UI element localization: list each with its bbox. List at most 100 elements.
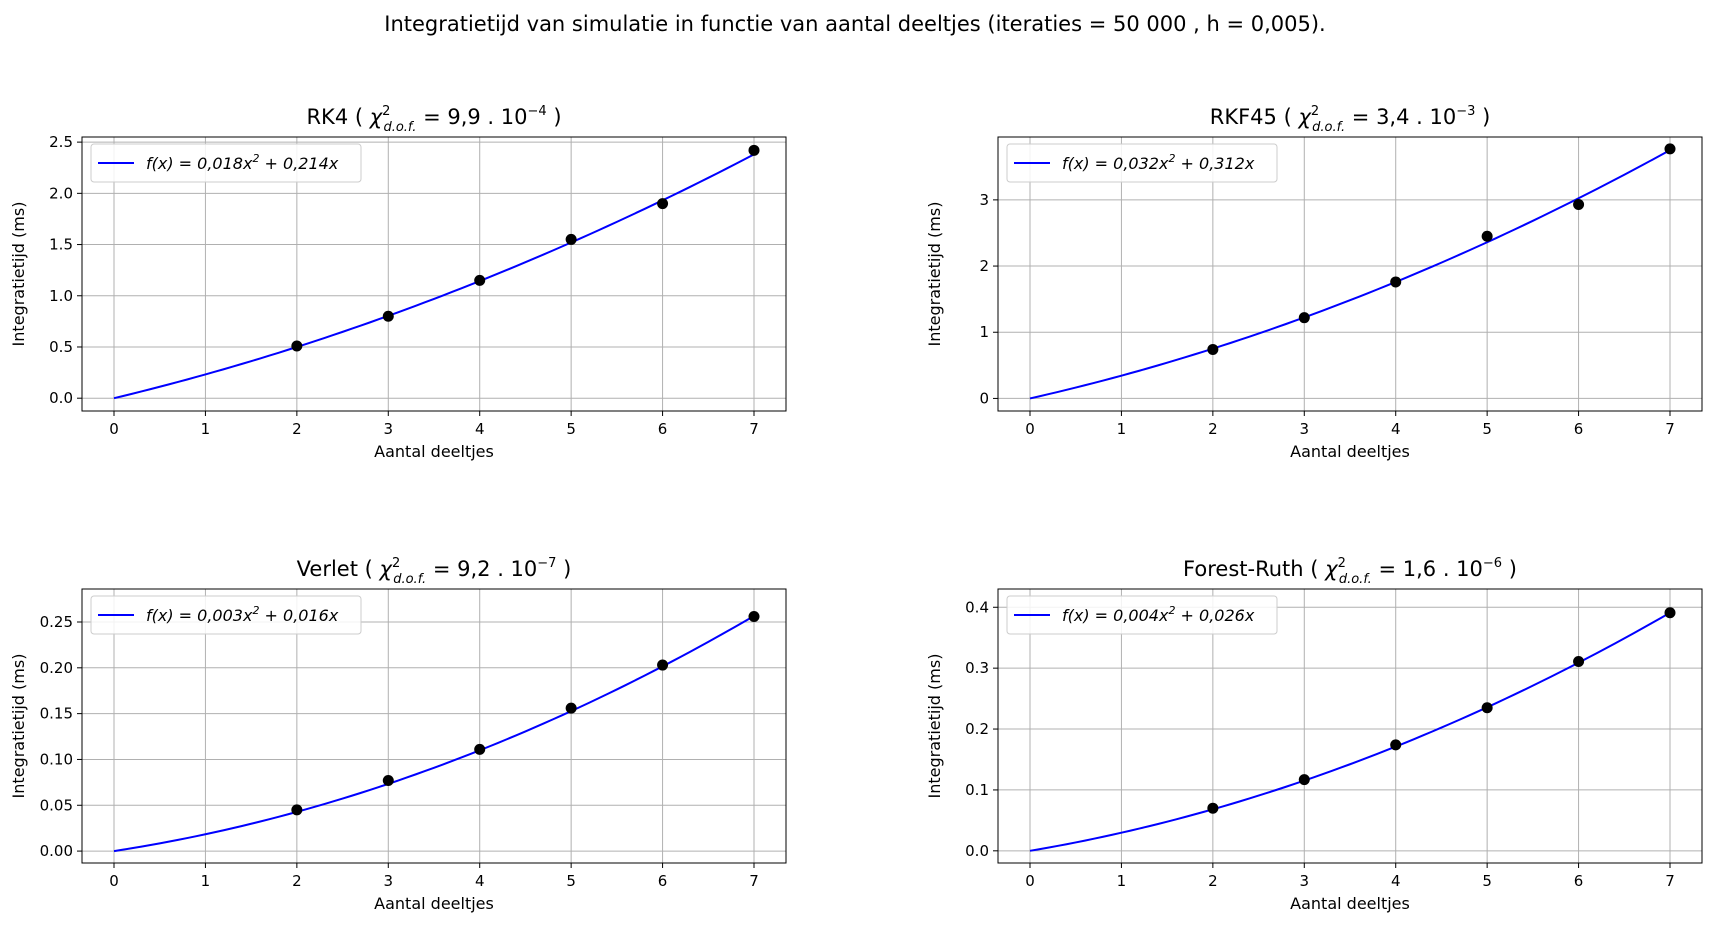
data-point [382, 310, 394, 322]
data-point [474, 743, 486, 755]
legend-label-exponent: 2 [252, 152, 259, 165]
fit-curve [1029, 611, 1671, 852]
x-tick-label: 2 [1208, 420, 1218, 438]
data-point [1298, 774, 1310, 786]
legend: f(x) = 0,032x2 + 0,312x [1006, 143, 1278, 183]
data-point [565, 702, 577, 714]
y-tick-label: 0.4 [965, 598, 989, 616]
x-axis-label: Aantal deeltjes [374, 442, 494, 461]
x-axis-label: Aantal deeltjes [1290, 442, 1410, 461]
chart-title-value: = 9,9 . 10 [416, 105, 527, 129]
chart-title-exponent: −7 [537, 556, 556, 571]
data-point [1207, 343, 1219, 355]
chart-title: RKF45 ( χ2 d.o.f. = 3,4 . 10−3 ) [1210, 104, 1491, 135]
legend-label-text: + 0,214x [259, 154, 338, 173]
legend-label: f(x) = 0,003x2 + 0,016x [146, 604, 339, 625]
y-tick-label: 0.10 [40, 750, 73, 768]
y-tick-label: 0.20 [40, 659, 73, 677]
x-tick-label: 2 [292, 420, 302, 438]
data-point [1390, 739, 1402, 751]
x-tick-label: 0 [1025, 872, 1035, 890]
chart-title-method: RK4 ( [306, 105, 369, 129]
data-point [474, 274, 486, 286]
data-point [748, 144, 760, 156]
data-point [1664, 607, 1676, 619]
y-tick-label: 0.0 [965, 842, 989, 860]
x-tick-label: 3 [1300, 872, 1310, 890]
x-tick-label: 3 [1300, 420, 1310, 438]
legend-label-exponent: 2 [1168, 604, 1175, 617]
chart-title-value: = 9,2 . 10 [426, 557, 537, 581]
chart-title: RK4 ( χ2 d.o.f. = 9,9 . 10−4 ) [306, 104, 561, 135]
data-point [1481, 702, 1493, 714]
x-tick-label: 1 [1117, 872, 1127, 890]
data-point [1390, 276, 1402, 288]
legend-label-text: f(x) = 0,018x [146, 154, 253, 173]
chart-panel-3: 0 1 2 3 4 5 6 7 0.00 0.05 0.10 0.15 0.20 0.25 f(x) = 0… [9, 556, 787, 913]
chart-panel-4: 0 1 2 3 4 5 6 70.00.10.20.30.4 f(x) = 0,004x2 + … [925, 556, 1703, 913]
x-tick-label: 4 [1391, 420, 1401, 438]
x-tick-label: 0 [109, 872, 119, 890]
y-tick-label: 0.5 [49, 338, 73, 356]
legend-label-text: f(x) = 0,032x [1062, 154, 1169, 173]
y-axis-label: Integratietijd (ms) [9, 654, 28, 799]
legend-label-text: + 0,026x [1175, 606, 1254, 625]
x-tick-label: 7 [1665, 420, 1675, 438]
chart-title-close: ) [556, 557, 571, 581]
legend-box [1006, 595, 1278, 635]
chart-title-chi-power: 2 [1338, 556, 1346, 571]
x-tick-label: 6 [658, 872, 668, 890]
legend-label-exponent: 2 [252, 604, 259, 617]
legend: f(x) = 0,018x2 + 0,214x [90, 143, 362, 183]
chart-title-chi-power: 2 [382, 104, 390, 119]
chart-title-chi: χ [1297, 105, 1312, 129]
figure-suptitle: Integratietijd van simulatie in functie … [384, 12, 1326, 36]
y-tick-label: 0.05 [40, 796, 73, 814]
x-tick-label: 7 [749, 420, 759, 438]
chart-title-method: RKF45 ( [1210, 105, 1299, 129]
chart-title-exponent: −6 [1483, 556, 1502, 571]
legend: f(x) = 0,003x2 + 0,016x [90, 595, 362, 635]
x-tick-label: 3 [384, 420, 394, 438]
y-tick-label: 0 [979, 389, 989, 407]
chart-title-chi: χ [1324, 557, 1339, 581]
chart-title-value: = 3,4 . 10 [1345, 105, 1456, 129]
chart-title-close: ) [1502, 557, 1517, 581]
axes-frame [997, 136, 1703, 412]
x-axis-label: Aantal deeltjes [1290, 894, 1410, 913]
x-tick-label: 6 [1574, 872, 1584, 890]
chart-title-chi-power: 2 [392, 556, 400, 571]
chart-title-exponent: −3 [1456, 104, 1475, 119]
legend: f(x) = 0,004x2 + 0,026x [1006, 595, 1278, 635]
y-tick-label: 2.0 [49, 184, 73, 202]
chart-panel-1: 0 1 2 3 4 5 6 70.00.51.01.52.02.5f(x) = 0,018x2… [9, 104, 787, 461]
y-tick-label: 0.25 [40, 613, 73, 631]
y-tick-label: 0.15 [40, 705, 73, 723]
chart-title-chi-subscript: d.o.f. [393, 572, 426, 587]
legend-box [90, 143, 362, 183]
chart-title-chi: χ [379, 557, 394, 581]
chart-title-chi-power: 2 [1311, 104, 1319, 119]
x-axis-label: Aantal deeltjes [374, 894, 494, 913]
chart-title-exponent: −4 [528, 104, 547, 119]
y-tick-label: 1 [979, 323, 989, 341]
legend-label: f(x) = 0,004x2 + 0,026x [1062, 604, 1255, 625]
x-tick-label: 0 [109, 420, 119, 438]
chart-title-chi-subscript: d.o.f. [1312, 120, 1345, 135]
x-tick-label: 6 [658, 420, 668, 438]
legend-box [90, 595, 362, 635]
data-point [1573, 199, 1585, 211]
data-point [1298, 312, 1310, 324]
data-point [1207, 802, 1219, 814]
y-tick-label: 0.00 [40, 842, 73, 860]
x-tick-label: 7 [1665, 872, 1675, 890]
x-tick-label: 5 [566, 420, 576, 438]
x-tick-label: 1 [201, 420, 211, 438]
data-point [657, 198, 669, 210]
data-point [291, 804, 303, 816]
legend-box [1006, 143, 1278, 183]
data-point [748, 610, 760, 622]
data-point [1481, 230, 1493, 242]
data-point [1573, 655, 1585, 667]
